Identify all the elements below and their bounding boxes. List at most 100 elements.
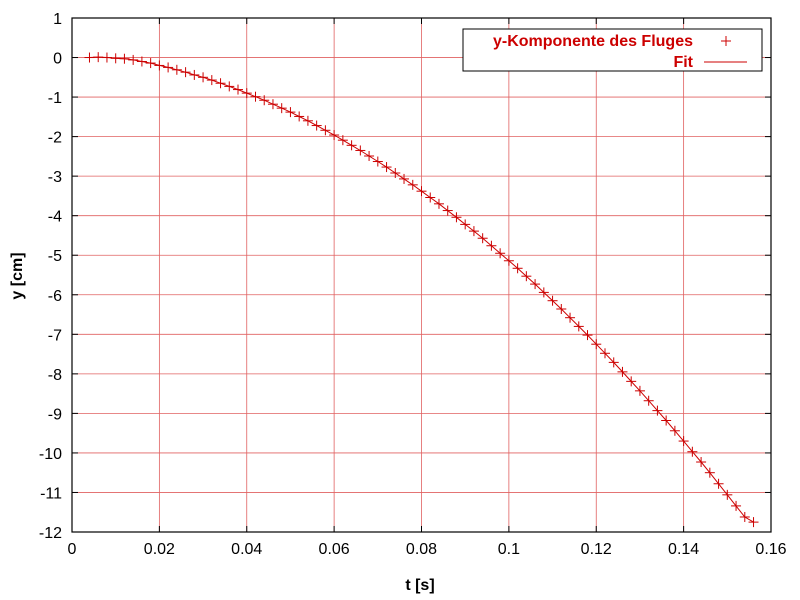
data-point xyxy=(442,205,453,216)
data-point xyxy=(503,255,514,266)
data-point xyxy=(206,75,217,86)
y-tick-label: -5 xyxy=(48,248,62,265)
data-point xyxy=(93,52,104,63)
grid-lines xyxy=(72,18,771,532)
data-point xyxy=(573,321,584,332)
x-tick-label: 0.02 xyxy=(144,541,175,558)
data-point xyxy=(294,111,305,122)
x-tick-label: 0.08 xyxy=(406,541,437,558)
data-point xyxy=(355,145,366,156)
y-tick-label: -1 xyxy=(48,90,62,107)
data-point xyxy=(180,67,191,78)
data-point xyxy=(643,395,654,406)
data-point xyxy=(285,107,296,118)
data-point xyxy=(337,135,348,146)
axes xyxy=(71,17,772,533)
data-point xyxy=(250,91,261,102)
legend-label-series-1: y-Komponente des Fluges xyxy=(493,33,693,50)
data-point xyxy=(224,81,235,92)
y-axis-title: y [cm] xyxy=(9,252,26,299)
data-point xyxy=(311,120,322,131)
x-tick-label: 0.16 xyxy=(755,541,786,558)
data-point xyxy=(477,233,488,244)
y-tick-label: -3 xyxy=(48,169,62,186)
y-tick-label: -2 xyxy=(48,130,62,147)
data-point xyxy=(547,295,558,306)
data-point xyxy=(634,385,645,396)
data-point xyxy=(241,88,252,99)
data-point xyxy=(189,69,200,80)
x-tick-label: 0.1 xyxy=(498,541,520,558)
data-point xyxy=(320,125,331,136)
y-tick-label: -7 xyxy=(48,327,62,344)
data-point xyxy=(748,517,759,528)
legend-marker-plus-icon xyxy=(721,36,731,46)
data-point xyxy=(565,312,576,323)
data-point xyxy=(512,263,523,274)
data-point xyxy=(617,366,628,377)
data-point xyxy=(495,248,506,259)
y-tick-label: 0 xyxy=(53,51,62,68)
y-tick-label: -8 xyxy=(48,367,62,384)
data-point xyxy=(678,436,689,447)
data-point xyxy=(626,376,637,387)
x-tick-label: 0.06 xyxy=(319,541,350,558)
data-point xyxy=(451,212,462,223)
data-point xyxy=(171,64,182,75)
data-point xyxy=(145,58,156,69)
x-tick-label: 0 xyxy=(68,541,77,558)
data-point xyxy=(713,478,724,489)
data-point xyxy=(390,167,401,178)
x-tick-label: 0.14 xyxy=(668,541,699,558)
y-tick-label: 1 xyxy=(53,11,62,28)
data-point xyxy=(661,415,672,426)
data-point xyxy=(302,115,313,126)
data-point xyxy=(364,150,375,161)
x-axis-title: t [s] xyxy=(405,577,434,594)
data-point xyxy=(136,56,147,67)
data-point xyxy=(198,72,209,83)
data-point xyxy=(154,60,165,71)
y-tick-label: -6 xyxy=(48,288,62,305)
y-tick-label: -9 xyxy=(48,406,62,423)
data-point xyxy=(582,330,593,341)
x-tick-label: 0.04 xyxy=(231,541,262,558)
data-point xyxy=(267,99,278,110)
data-point xyxy=(608,357,619,368)
x-tick-label: 0.12 xyxy=(581,541,612,558)
data-point xyxy=(372,156,383,167)
data-point xyxy=(399,173,410,184)
data-point xyxy=(687,446,698,457)
plot-frame xyxy=(71,17,772,533)
legend-label-series-2: Fit xyxy=(673,54,693,71)
data-point xyxy=(119,53,130,64)
y-tick-label: -12 xyxy=(39,525,62,542)
data-point xyxy=(669,425,680,436)
y-tick-label: -11 xyxy=(40,485,62,502)
data-point xyxy=(101,52,112,63)
data-point xyxy=(460,219,471,230)
data-point xyxy=(215,78,226,89)
data-point xyxy=(329,130,340,141)
data-point xyxy=(259,95,270,106)
tick-labels: 0 0.02 0.04 0.06 0.08 0.1 0.12 0.14 0.16 1 0 -1 -2 -3… xyxy=(39,11,787,558)
data-point xyxy=(696,457,707,468)
data-point xyxy=(163,62,174,73)
data-series xyxy=(84,52,759,528)
data-point xyxy=(468,226,479,237)
data-point xyxy=(538,287,549,298)
data-point xyxy=(381,162,392,173)
data-point xyxy=(276,103,287,114)
legend-box xyxy=(462,28,763,72)
data-point xyxy=(407,179,418,190)
data-point xyxy=(346,140,357,151)
data-point xyxy=(556,304,567,315)
data-point xyxy=(128,54,139,65)
data-point xyxy=(84,52,95,63)
y-tick-label: -4 xyxy=(48,209,62,226)
data-point xyxy=(486,240,497,251)
data-point xyxy=(433,198,444,209)
data-point xyxy=(425,192,436,203)
